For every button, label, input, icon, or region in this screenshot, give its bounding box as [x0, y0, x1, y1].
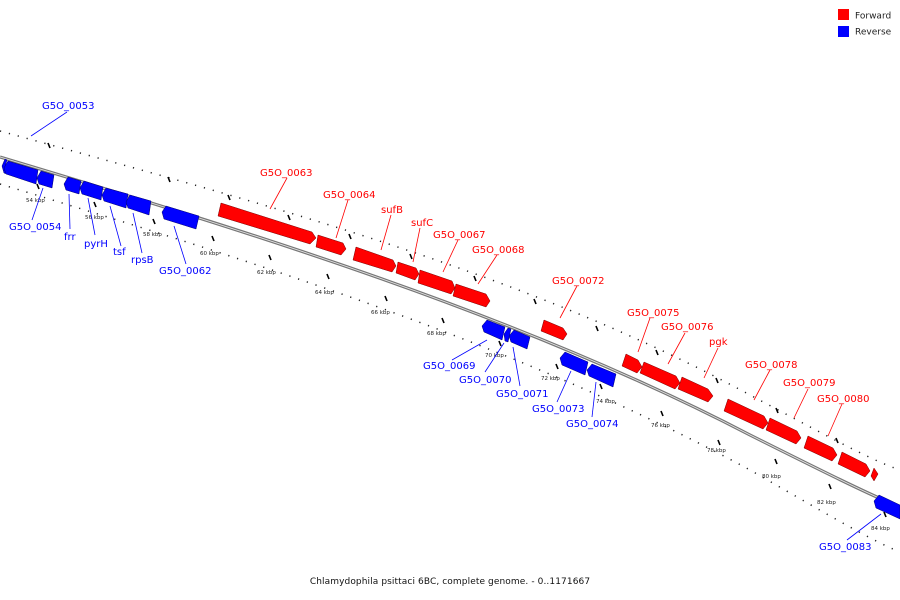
- gene-arrow-sufB[interactable]: [352, 246, 397, 273]
- gene-arrow-pyrH[interactable]: [79, 180, 104, 201]
- tick-label-70: 70 kbp: [485, 353, 504, 359]
- gene-arrow-frr[interactable]: [63, 176, 82, 195]
- gene-arrow-G5O_0071[interactable]: [508, 329, 531, 350]
- upper-major-ticks: [47, 142, 839, 444]
- legend-reverse-label: Reverse: [855, 28, 892, 38]
- gene-arrow-G5O_0075[interactable]: [621, 353, 643, 374]
- gene-arrow-G5O_0083[interactable]: [873, 494, 900, 520]
- tick-label-54: 54 kbp: [26, 198, 45, 204]
- gene-label-sufB: sufB: [381, 205, 403, 216]
- lower-dotted-scale: [0, 183, 900, 553]
- gene-arrow-G5O_0062[interactable]: [161, 205, 200, 230]
- gene-arrow-pgk[interactable]: [677, 376, 714, 403]
- gene-arrow-G5O_0073[interactable]: [559, 351, 589, 376]
- gene-label-tsf: tsf: [113, 247, 126, 258]
- gene-label-G5O_0083: G5O_0083: [819, 542, 871, 553]
- gene-arrow-G5O_0076[interactable]: [639, 361, 681, 390]
- gene-arrow-G5O_0070[interactable]: [503, 327, 512, 343]
- gene-arrow-sufC[interactable]: [395, 261, 420, 281]
- tick-label-82: 82 kbp: [817, 500, 836, 506]
- kbp-tick-labels: 54 kbp 56 kbp 58 kbp 60 kbp 62 kbp 64 kb…: [26, 198, 890, 532]
- forward-gene-labels: G5O_0063 G5O_0064 sufB sufC G5O_0067 G5O…: [260, 168, 869, 405]
- gene-arrow-G5O_0074[interactable]: [586, 363, 617, 388]
- gene-label-pyrH: pyrH: [84, 239, 108, 250]
- tick-label-58: 58 kbp: [143, 232, 162, 238]
- lower-major-ticks: [36, 183, 887, 518]
- gene-arrow-G5O_0079[interactable]: [765, 417, 802, 445]
- reverse-gene-labels: G5O_0053 G5O_0054 frr pyrH tsf rpsB G5O_…: [9, 101, 871, 553]
- gene-arrow-edge-forward[interactable]: [870, 467, 879, 482]
- gene-label-G5O_0054: G5O_0054: [9, 222, 61, 233]
- tick-label-62: 62 kbp: [257, 270, 276, 276]
- forward-leader-lines: [269, 177, 843, 437]
- gene-label-G5O_0068: G5O_0068: [472, 245, 524, 256]
- gene-label-G5O_0063: G5O_0063: [260, 168, 312, 179]
- gene-label-G5O_0062: G5O_0062: [159, 266, 211, 277]
- legend-forward-swatch: [838, 9, 849, 20]
- gene-arrow-partial-forward[interactable]: [837, 451, 871, 478]
- gene-label-G5O_0070: G5O_0070: [459, 375, 511, 386]
- tick-label-66: 66 kbp: [371, 310, 390, 316]
- gene-arrow-tsf[interactable]: [101, 187, 129, 209]
- gene-label-G5O_0074: G5O_0074: [566, 419, 618, 430]
- gene-arrow-G5O_0067[interactable]: [417, 269, 456, 295]
- gene-arrow-G5O_0080[interactable]: [803, 435, 838, 462]
- gene-arrow-G5O_0078[interactable]: [723, 398, 769, 430]
- genome-caption: Chlamydophila psittaci 6BC, complete gen…: [309, 577, 591, 587]
- gene-label-G5O_0073: G5O_0073: [532, 404, 584, 415]
- reverse-genes: [1, 158, 900, 520]
- tick-label-56: 56 kbp: [85, 215, 104, 221]
- gene-arrow-G5O_0069[interactable]: [481, 319, 506, 341]
- gene-label-G5O_0053: G5O_0053: [42, 101, 94, 112]
- gene-label-pgk: pgk: [709, 337, 728, 348]
- tick-label-76: 76 kbp: [651, 423, 670, 429]
- tick-label-64: 64 kbp: [315, 290, 334, 296]
- gene-label-G5O_0072: G5O_0072: [552, 276, 604, 287]
- gene-label-G5O_0075: G5O_0075: [627, 308, 679, 319]
- legend-reverse-swatch: [838, 26, 849, 37]
- gene-arrow-G5O_0072[interactable]: [540, 319, 568, 341]
- gene-arrow-G5O_0064[interactable]: [315, 234, 347, 256]
- gene-label-G5O_0080: G5O_0080: [817, 394, 869, 405]
- tick-label-74: 74 kbp: [596, 399, 615, 405]
- forward-genes: [217, 202, 879, 482]
- gene-label-G5O_0067: G5O_0067: [433, 230, 485, 241]
- legend-forward-label: Forward: [855, 12, 891, 22]
- gene-label-G5O_0071: G5O_0071: [496, 389, 548, 400]
- gene-label-G5O_0069: G5O_0069: [423, 361, 475, 372]
- gene-arrow-G5O_0063[interactable]: [217, 202, 317, 245]
- tick-label-68: 68 kbp: [427, 331, 446, 337]
- reverse-leader-lines: [30, 111, 882, 541]
- gene-arrow-G5O_0068[interactable]: [452, 283, 491, 308]
- tick-label-72: 72 kbp: [541, 376, 560, 382]
- gene-label-sufC: sufC: [411, 218, 433, 229]
- gene-label-G5O_0079: G5O_0079: [783, 378, 835, 389]
- gene-label-G5O_0064: G5O_0064: [323, 190, 375, 201]
- gene-label-G5O_0078: G5O_0078: [745, 360, 797, 371]
- gene-arrow-rpsB[interactable]: [125, 194, 152, 216]
- gene-arrow-G5O_0054-a[interactable]: [3, 160, 39, 185]
- tick-label-80: 80 kbp: [762, 474, 781, 480]
- gene-label-G5O_0076: G5O_0076: [661, 322, 713, 333]
- tick-label-84: 84 kbp: [871, 526, 890, 532]
- gene-label-frr: frr: [64, 232, 76, 243]
- gene-label-rpsB: rpsB: [131, 255, 154, 266]
- gene-arrow-G5O_0054[interactable]: [36, 170, 55, 189]
- tick-label-78: 78 kbp: [707, 448, 726, 454]
- tick-label-60: 60 kbp: [200, 251, 219, 257]
